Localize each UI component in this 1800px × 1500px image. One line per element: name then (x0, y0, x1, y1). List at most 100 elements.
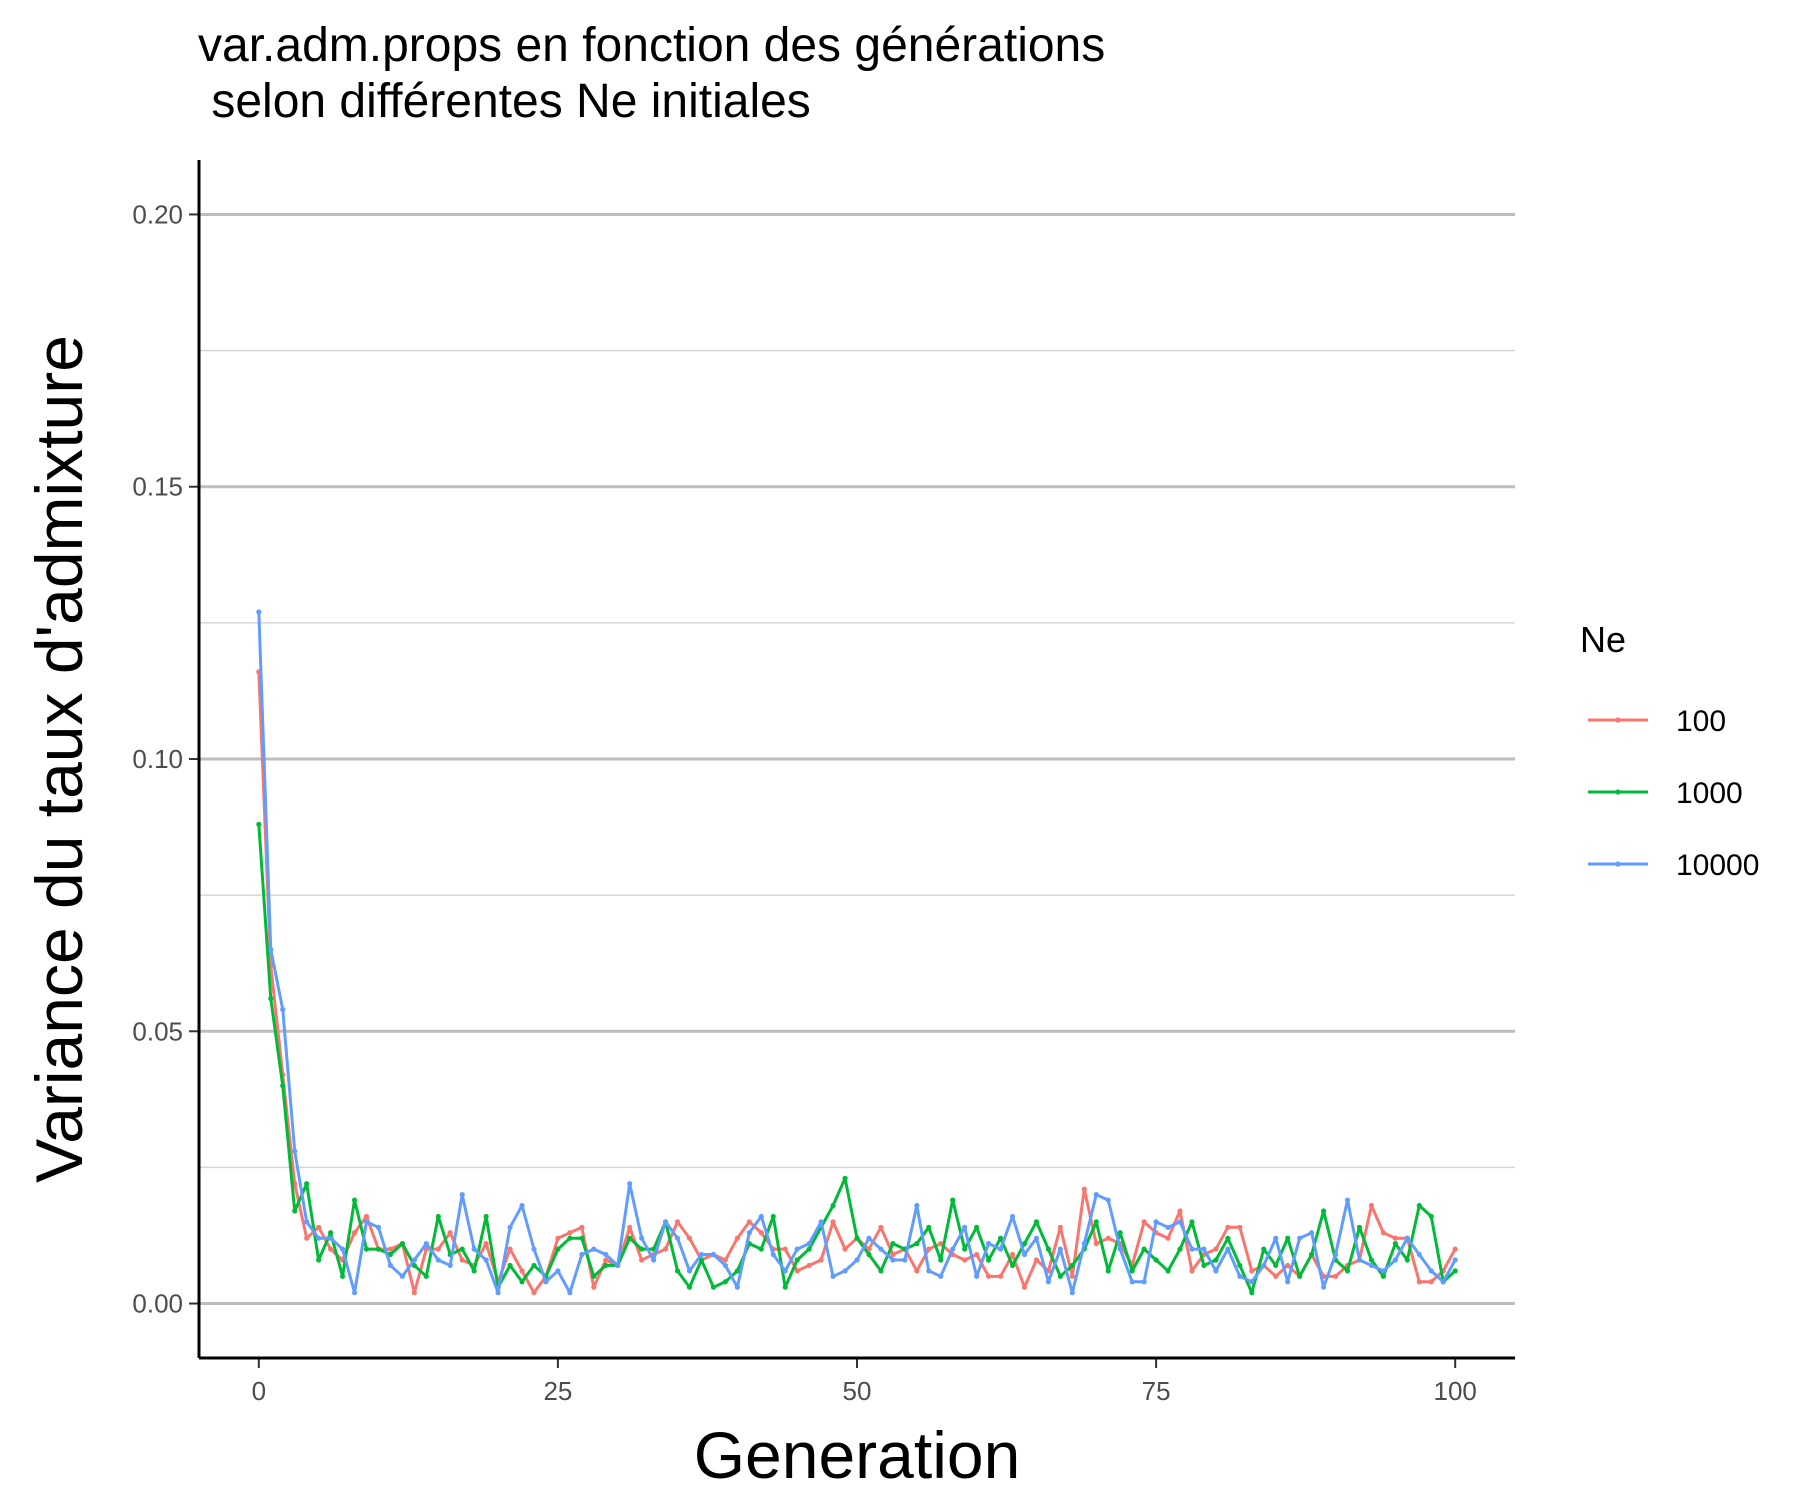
data-point-10000 (674, 1235, 681, 1241)
data-point-1000 (1141, 1246, 1147, 1252)
data-point-1000 (758, 1246, 764, 1252)
data-point-10000 (734, 1284, 740, 1290)
data-point-1000 (938, 1257, 944, 1263)
data-point-1000 (1356, 1224, 1363, 1230)
y-tick-label: 0.15 (132, 472, 183, 502)
x-tick-label: 50 (843, 1376, 872, 1406)
data-point-10000 (399, 1273, 405, 1279)
data-point-100 (997, 1273, 1004, 1279)
data-point-1000 (1129, 1268, 1135, 1274)
data-point-10000 (1093, 1192, 1099, 1198)
data-point-100 (1189, 1268, 1195, 1274)
data-point-10000 (914, 1202, 920, 1209)
series-line-100 (257, 671, 1457, 1295)
data-point-100 (1416, 1279, 1422, 1285)
data-point-1000 (507, 1262, 513, 1269)
data-point-10000 (1273, 1235, 1279, 1241)
data-point-10000 (459, 1192, 465, 1198)
data-point-100 (447, 1230, 453, 1236)
data-point-10000 (603, 1251, 609, 1258)
data-point-1000 (734, 1268, 740, 1274)
data-point-10000 (471, 1246, 477, 1252)
data-point-1000 (962, 1246, 968, 1252)
data-point-10000 (531, 1246, 537, 1252)
data-point-100 (435, 1246, 441, 1252)
data-point-100 (1165, 1235, 1171, 1241)
data-point-10000 (746, 1230, 752, 1236)
data-point-10000 (866, 1235, 872, 1241)
data-point-1000 (1033, 1219, 1040, 1225)
data-point-100 (459, 1257, 465, 1263)
data-point-100 (878, 1224, 884, 1230)
data-point-10000 (806, 1241, 812, 1247)
data-point-1000 (1297, 1273, 1303, 1279)
data-point-1000 (292, 1208, 298, 1214)
data-point-100 (1069, 1273, 1075, 1279)
legend-label-100: 100 (1676, 705, 1726, 738)
data-point-1000 (531, 1262, 537, 1269)
data-point-1000 (1069, 1262, 1075, 1269)
data-point-10000 (698, 1251, 705, 1258)
data-point-100 (1141, 1219, 1147, 1225)
data-point-100 (531, 1290, 537, 1296)
legend-title: Ne (1580, 619, 1626, 660)
data-point-10000 (1261, 1262, 1267, 1269)
data-point-10000 (1297, 1235, 1303, 1241)
data-point-1000 (1309, 1251, 1315, 1258)
data-point-1000 (1021, 1241, 1028, 1247)
data-point-10000 (1165, 1224, 1171, 1230)
data-point-1000 (1177, 1246, 1183, 1252)
data-point-100 (316, 1224, 322, 1230)
data-point-10000 (1309, 1230, 1315, 1236)
data-point-1000 (423, 1273, 429, 1279)
data-point-100 (758, 1230, 764, 1236)
data-point-1000 (1201, 1262, 1207, 1269)
data-point-1000 (483, 1213, 489, 1220)
data-point-1000 (1237, 1262, 1243, 1269)
data-point-1000 (555, 1246, 561, 1252)
data-point-10000 (447, 1262, 453, 1269)
data-point-10000 (268, 946, 274, 953)
data-point-100 (1428, 1279, 1434, 1285)
data-point-10000 (579, 1251, 585, 1258)
data-point-10000 (902, 1257, 908, 1263)
data-point-1000 (519, 1279, 525, 1285)
data-point-100 (1452, 1246, 1458, 1252)
data-point-100 (387, 1246, 394, 1252)
data-point-1000 (1189, 1219, 1195, 1225)
data-point-100 (579, 1224, 585, 1230)
data-point-10000 (1201, 1246, 1207, 1252)
data-point-100 (1105, 1235, 1111, 1241)
x-tick-label: 100 (1433, 1376, 1476, 1406)
data-point-1000 (1009, 1262, 1016, 1269)
data-point-1000 (710, 1284, 717, 1290)
data-point-10000 (328, 1235, 334, 1241)
data-point-1000 (722, 1279, 729, 1285)
data-point-10000 (363, 1219, 370, 1225)
data-point-10000 (375, 1224, 382, 1230)
data-point-100 (1392, 1235, 1398, 1241)
data-point-1000 (328, 1230, 334, 1236)
data-point-100 (363, 1213, 370, 1220)
data-point-100 (914, 1268, 920, 1274)
data-point-1000 (1285, 1235, 1291, 1241)
y-tick-label: 0.20 (132, 199, 183, 229)
data-point-1000 (950, 1197, 956, 1203)
data-point-1000 (1117, 1230, 1123, 1236)
data-point-1000 (1404, 1257, 1410, 1263)
data-point-100 (1225, 1224, 1231, 1230)
data-point-1000 (854, 1235, 860, 1241)
data-point-10000 (758, 1213, 764, 1220)
data-point-10000 (1428, 1268, 1434, 1274)
data-point-100 (1177, 1208, 1183, 1214)
data-point-10000 (591, 1246, 597, 1252)
data-point-1000 (256, 821, 262, 827)
legend-swatch-point-10000 (1615, 861, 1621, 867)
data-point-10000 (627, 1181, 633, 1187)
data-point-10000 (615, 1262, 621, 1269)
data-point-100 (938, 1241, 944, 1247)
data-point-10000 (1141, 1279, 1147, 1285)
data-point-10000 (770, 1251, 776, 1258)
data-point-1000 (316, 1257, 322, 1263)
data-point-100 (722, 1257, 729, 1263)
